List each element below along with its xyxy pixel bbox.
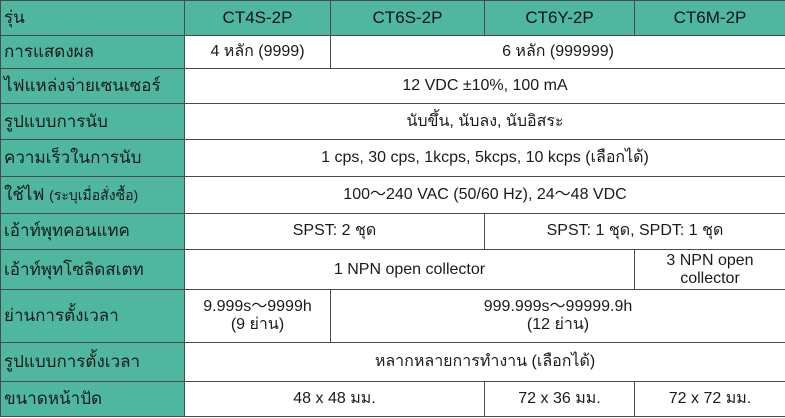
timer-mode-value: หลากหลายการทำงาน (เลือกได้) xyxy=(184,342,785,383)
timer-mode-label: รูปแบบการตั้งเวลา xyxy=(0,342,185,383)
row-sensor-power: ไฟแหล่งจ่ายเซนเซอร์ 12 VDC ±10%, 100 mA xyxy=(0,68,785,105)
panel-cutout-ct6m: 72 x 72 มม. xyxy=(634,381,785,417)
count-speed-label: ความเร็วในการนับ xyxy=(0,138,185,177)
timer-range-left-line2: (9 ย่าน) xyxy=(230,316,285,334)
timer-range-left-line1: 9.999s～9999h xyxy=(203,298,312,316)
model-header-label: รุ่น xyxy=(0,0,185,36)
contact-output-left: SPST: 2 ชุด xyxy=(184,212,485,251)
power-supply-note: (ระบุเมื่อสั่งซื้อ) xyxy=(49,186,139,203)
count-speed-value: 1 cps, 30 cps, 1kcps, 5kcps, 10 kcps (เล… xyxy=(184,138,785,177)
model-ct6y-2p: CT6Y-2P xyxy=(484,0,635,36)
timer-range-right: 999.999s～99999.9h (12 ย่าน) xyxy=(330,289,785,344)
row-timer-range: ย่านการตั้งเวลา 9.999s～9999h (9 ย่าน) 999… xyxy=(0,289,785,344)
contact-output-label: เอ้าท์พุทคอนแทค xyxy=(0,212,185,251)
power-supply-label: ใช้ไฟ xyxy=(4,184,45,204)
panel-cutout-ct4s-ct6s: 48 x 48 มม. xyxy=(184,381,485,417)
panel-cutout-label: ขนาดหน้าปัด xyxy=(0,381,185,417)
power-supply-label-cell: ใช้ไฟ (ระบุเมื่อสั่งซื้อ) xyxy=(0,175,185,214)
contact-output-right: SPST: 1 ชุด, SPDT: 1 ชุด xyxy=(484,212,785,251)
model-ct4s-2p: CT4S-2P xyxy=(184,0,331,36)
row-timer-mode: รูปแบบการตั้งเวลา หลากหลายการทำงาน (เลือ… xyxy=(0,342,785,383)
row-solid-state-output: เอ้าท์พุทโซลิดสเตท 1 NPN open collector … xyxy=(0,249,785,291)
sensor-power-label: ไฟแหล่งจ่ายเซนเซอร์ xyxy=(0,68,185,105)
count-mode-value: นับขึ้น, นับลง, นับอิสระ xyxy=(184,103,785,140)
sensor-power-value: 12 VDC ±10%, 100 mA xyxy=(184,68,785,105)
model-ct6m-2p: CT6M-2P xyxy=(634,0,785,36)
row-display: การแสดงผล 4 หลัก (9999) 6 หลัก (999999) xyxy=(0,34,785,70)
solid-state-output-left: 1 NPN open collector xyxy=(184,249,635,291)
solid-state-right-line1: 3 NPN open xyxy=(666,251,754,269)
header-row: รุ่น CT4S-2P CT6S-2P CT6Y-2P CT6M-2P xyxy=(0,0,785,36)
solid-state-right-line2: collector xyxy=(680,269,740,287)
count-mode-label: รูปแบบการนับ xyxy=(0,103,185,140)
display-ct4s: 4 หลัก (9999) xyxy=(184,34,331,70)
row-power-supply: ใช้ไฟ (ระบุเมื่อสั่งซื้อ) 100～240 VAC (5… xyxy=(0,175,785,214)
display-others: 6 หลัก (999999) xyxy=(330,34,785,70)
row-panel-cutout: ขนาดหน้าปัด 48 x 48 มม. 72 x 36 มม. 72 x… xyxy=(0,381,785,417)
timer-range-left: 9.999s～9999h (9 ย่าน) xyxy=(184,289,331,344)
row-count-speed: ความเร็วในการนับ 1 cps, 30 cps, 1kcps, 5… xyxy=(0,138,785,177)
model-ct6s-2p: CT6S-2P xyxy=(330,0,485,36)
solid-state-output-label: เอ้าท์พุทโซลิดสเตท xyxy=(0,249,185,291)
timer-range-right-line1: 999.999s～99999.9h xyxy=(483,298,633,316)
solid-state-output-right: 3 NPN open collector xyxy=(634,249,785,291)
timer-range-right-line2: (12 ย่าน) xyxy=(526,316,590,334)
row-contact-output: เอ้าท์พุทคอนแทค SPST: 2 ชุด SPST: 1 ชุด,… xyxy=(0,212,785,251)
power-supply-value: 100～240 VAC (50/60 Hz), 24～48 VDC xyxy=(184,175,785,214)
panel-cutout-ct6y: 72 x 36 มม. xyxy=(484,381,635,417)
row-count-mode: รูปแบบการนับ นับขึ้น, นับลง, นับอิสระ xyxy=(0,103,785,140)
display-label: การแสดงผล xyxy=(0,34,185,70)
timer-range-label: ย่านการตั้งเวลา xyxy=(0,289,185,344)
